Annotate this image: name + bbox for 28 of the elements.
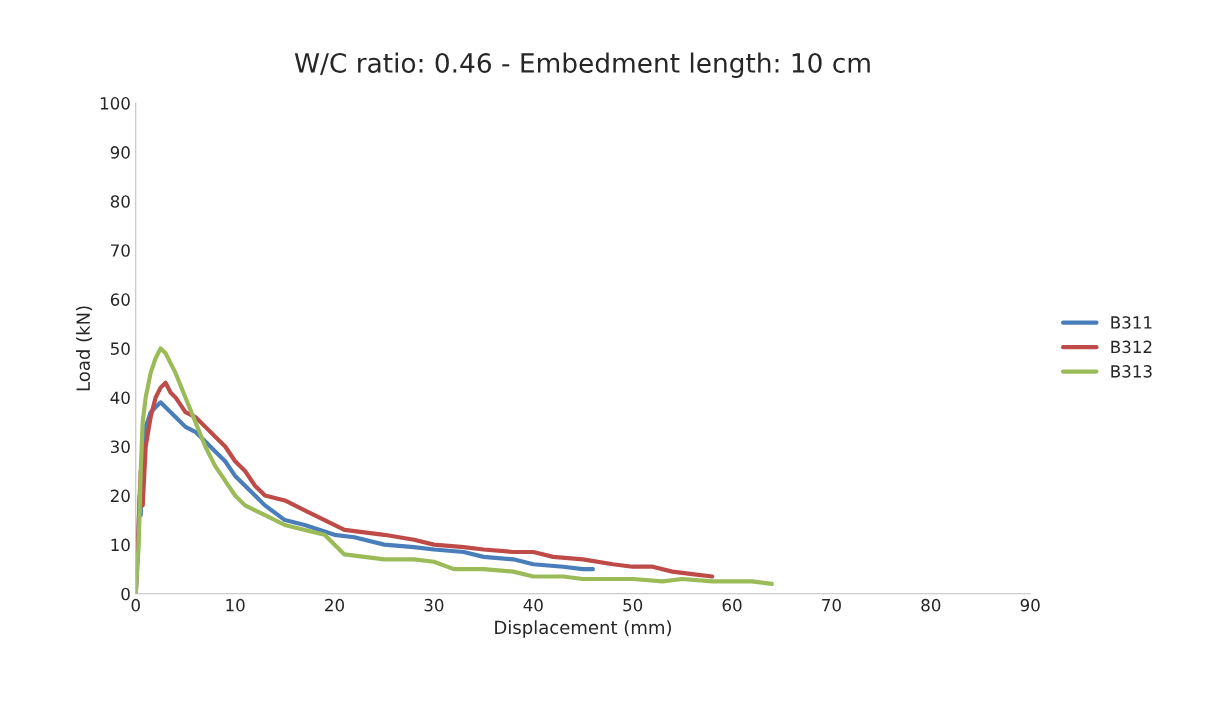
- x-tick-label: 40: [523, 598, 543, 612]
- x-tick-label: 10: [226, 598, 245, 612]
- y-tick-label: 30: [110, 440, 130, 454]
- x-tick-label: 50: [623, 598, 643, 612]
- x-tick-label: 30: [424, 598, 444, 612]
- x-tick-label: 80: [921, 598, 941, 612]
- legend-label: B312: [1111, 340, 1152, 354]
- y-tick-label: 100: [100, 97, 130, 110]
- y-tick-label: 50: [110, 342, 130, 355]
- y-tick-label: 0: [121, 587, 130, 601]
- chart-title: W/C ratio: 0.46 - Embedment length: 10 cm: [294, 52, 870, 79]
- legend-label: B311: [1111, 316, 1152, 329]
- y-tick-label: 90: [110, 146, 130, 159]
- y-axis-title: Load (kN): [76, 306, 93, 391]
- y-tick-label: 80: [110, 195, 130, 208]
- x-tick-label: 20: [325, 598, 345, 612]
- line-series: [135, 346, 774, 594]
- x-tick-label: 70: [822, 598, 841, 612]
- y-tick-label: 20: [110, 489, 130, 503]
- y-tick-label: 40: [110, 391, 130, 405]
- x-tick-label: 0: [131, 598, 140, 612]
- x-tick-label: 90: [1020, 598, 1040, 612]
- y-tick-label: 70: [111, 244, 130, 257]
- y-tick-label: 60: [110, 293, 130, 306]
- x-tick-label: 60: [722, 598, 742, 612]
- x-axis-title: Displacement (mm): [495, 620, 671, 638]
- y-tick-label: 10: [111, 538, 130, 552]
- legend-label: B313: [1111, 365, 1152, 378]
